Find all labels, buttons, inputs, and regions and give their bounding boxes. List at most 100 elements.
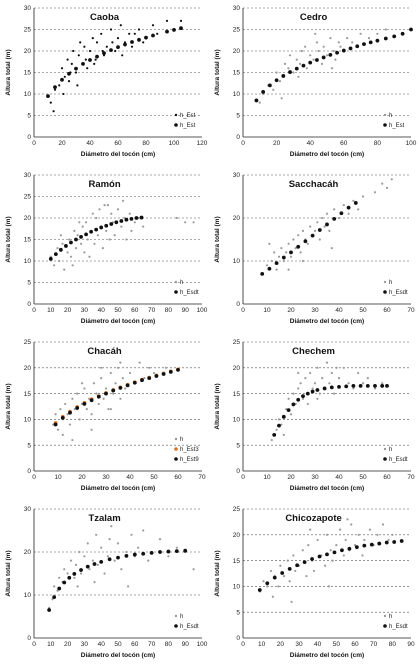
data-point — [86, 542, 89, 545]
fit-point — [351, 383, 356, 388]
x-tick-label: 70 — [148, 641, 156, 648]
data-point — [361, 195, 365, 198]
data-point — [114, 49, 117, 53]
data-point — [76, 234, 79, 237]
y-axis-label: Altura total (m) — [5, 550, 12, 596]
data-point — [128, 371, 132, 375]
data-point — [325, 54, 329, 57]
fit-point — [329, 385, 334, 390]
fit-point — [384, 540, 389, 545]
data-point — [304, 377, 307, 380]
data-point — [70, 62, 73, 65]
x-tick-label: 90 — [182, 307, 190, 314]
data-point — [311, 387, 314, 390]
data-point — [266, 585, 269, 588]
y-axis-label: Altura total (m) — [214, 550, 221, 596]
data-point — [92, 382, 96, 385]
x-tick-label: 20 — [64, 307, 72, 314]
fit-point — [265, 581, 270, 586]
data-point — [88, 49, 92, 53]
series-h_Est — [254, 27, 413, 103]
fit-point — [74, 237, 78, 242]
data-point — [300, 49, 303, 53]
x-tick-label: 70 — [148, 307, 156, 314]
data-point — [275, 71, 278, 74]
y-tick-label: 0 — [236, 134, 240, 141]
x-tick-label: 20 — [277, 641, 285, 648]
fit-point — [400, 31, 405, 36]
data-point — [83, 251, 86, 254]
x-tick-label: 80 — [374, 140, 382, 147]
data-point — [385, 186, 389, 189]
y-tick-label: 5 — [27, 280, 31, 287]
x-axis-label: Diámetro del tocón (cm) — [81, 485, 155, 492]
data-point — [318, 238, 321, 241]
fit-point — [82, 402, 87, 406]
data-point — [83, 387, 86, 390]
fit-point — [114, 220, 119, 225]
y-tick-label: 10 — [233, 417, 241, 424]
fit-point — [147, 376, 152, 381]
fit-point — [179, 26, 183, 31]
fit-point — [315, 58, 319, 62]
chart-svg: 0 5 10 15 20 25 30 0 20 40 60 80 100 Diámetro del toc… — [214, 5, 417, 158]
data-point — [357, 371, 360, 375]
fit-point — [125, 383, 130, 388]
chart-svg: 0 5 10 15 20 25 30 0 20 40 60 80 100 120 Diámetro del … — [5, 5, 208, 158]
x-tick-label: 100 — [197, 307, 208, 314]
data-point — [283, 62, 287, 65]
fit-point — [94, 227, 99, 232]
legend-marker — [383, 614, 387, 618]
fit-point — [109, 48, 113, 53]
data-point — [86, 238, 89, 241]
fit-point — [291, 402, 296, 407]
x-tick-label: 70 — [407, 474, 415, 481]
data-point — [309, 371, 312, 375]
data-point — [110, 525, 113, 528]
y-tick-label: 10 — [24, 417, 32, 424]
fit-point — [62, 580, 67, 585]
fit-point — [161, 372, 166, 376]
x-tick-label: 40 — [126, 474, 134, 481]
fit-point — [64, 244, 68, 248]
fit-point — [328, 52, 333, 57]
fit-point — [118, 386, 123, 390]
y-axis-label: Altura total (m) — [214, 49, 221, 95]
data-point — [101, 247, 104, 250]
fit-point — [310, 389, 315, 394]
fit-point — [60, 77, 64, 82]
x-tick-label: 20 — [287, 474, 295, 481]
data-point — [120, 225, 123, 228]
x-tick-label: 60 — [351, 641, 359, 648]
legend-label: h_Esdt — [389, 457, 408, 463]
x-tick-label: 80 — [165, 641, 173, 648]
data-point — [325, 212, 329, 215]
data-point — [79, 572, 83, 575]
x-tick-label: 70 — [198, 474, 206, 481]
fit-point — [68, 410, 72, 415]
x-tick-label: 40 — [314, 641, 322, 648]
data-point — [103, 204, 106, 207]
series-h — [49, 199, 195, 271]
y-tick-label: 0 — [27, 301, 31, 308]
fit-point — [310, 557, 314, 561]
x-tick-label: 0 — [241, 307, 245, 314]
fit-point — [84, 232, 88, 237]
chart-title: Chacáh — [87, 346, 122, 357]
data-point — [192, 568, 195, 571]
data-point — [116, 208, 120, 211]
x-tick-label: 60 — [174, 474, 182, 481]
fit-point — [392, 34, 397, 39]
x-tick-label: 30 — [295, 641, 303, 648]
data-point — [109, 28, 113, 31]
data-point — [79, 41, 82, 44]
fit-point — [129, 216, 134, 221]
data-point — [120, 568, 123, 571]
data-point — [76, 392, 79, 395]
data-point — [111, 41, 114, 44]
fit-point — [287, 566, 292, 571]
x-tick-label: 0 — [241, 641, 245, 648]
data-point — [114, 382, 117, 385]
data-point — [95, 533, 98, 536]
y-tick-label: 20 — [24, 549, 32, 556]
